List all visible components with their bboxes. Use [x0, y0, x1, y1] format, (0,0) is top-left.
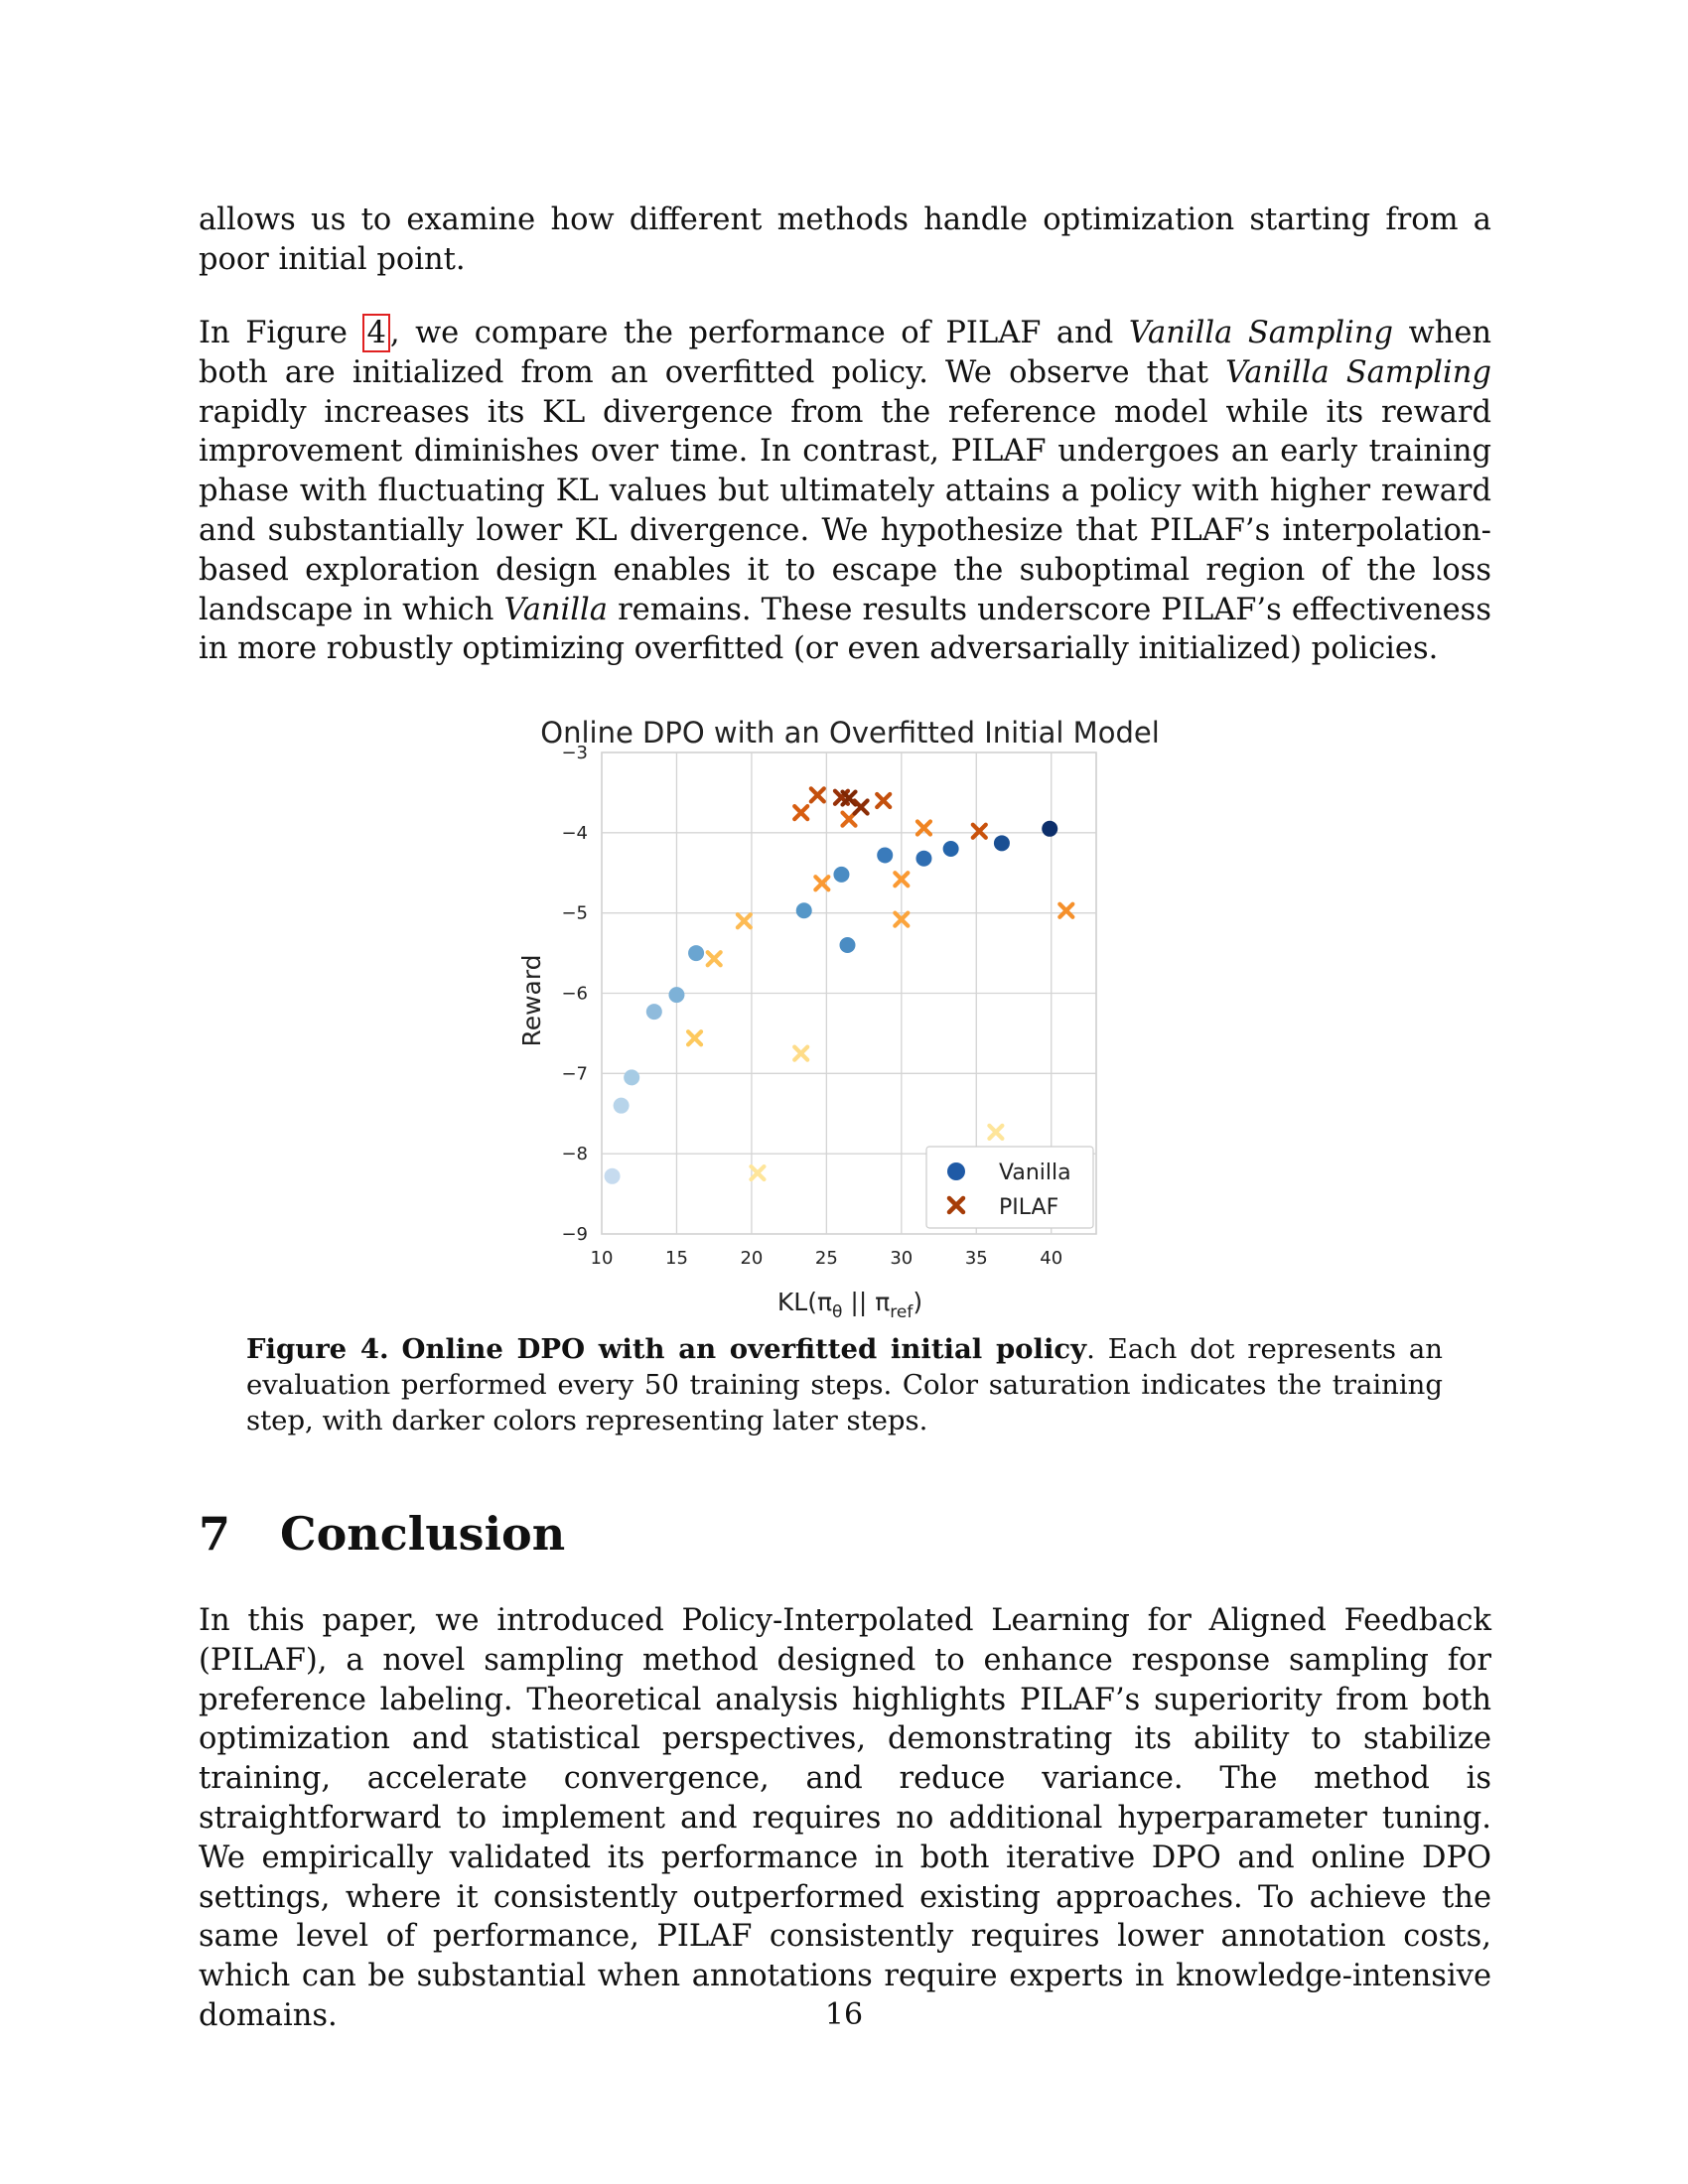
y-tick-label: −4	[561, 823, 588, 844]
section-heading: 7 Conclusion	[199, 1507, 565, 1561]
pilaf-point	[813, 875, 831, 892]
legend-pilaf-label: PILAF	[999, 1195, 1058, 1220]
legend-vanilla-label: Vanilla	[999, 1160, 1071, 1185]
page-number: 16	[824, 1997, 864, 2032]
pilaf-point	[792, 804, 810, 822]
x-tick-label: 15	[665, 1248, 688, 1269]
vanilla-point	[645, 1004, 662, 1021]
vanilla-point	[795, 902, 812, 919]
vanilla-point	[668, 987, 685, 1004]
emphasis-text: Vanilla Sampling	[1225, 354, 1491, 390]
y-tick-label: −8	[561, 1144, 588, 1164]
section-title: Conclusion	[280, 1507, 566, 1561]
pilaf-point	[970, 822, 988, 840]
y-tick-labels: −9 −8 −7 −6 −5 −4 −3	[561, 743, 588, 1245]
text-run: when both are initialized from an overfi…	[199, 316, 1492, 390]
pilaf-point	[749, 1163, 767, 1182]
y-tick-label: −3	[561, 743, 588, 763]
figure-reference-link[interactable]: 4	[362, 314, 390, 352]
pilaf-point	[685, 1029, 704, 1047]
pilaf-point	[987, 1123, 1005, 1141]
legend-pilaf-marker	[946, 1195, 966, 1215]
vanilla-point	[839, 937, 856, 953]
pilaf-point	[1057, 901, 1075, 919]
y-tick-label: −9	[561, 1224, 588, 1245]
text-run: In Figure	[199, 316, 363, 350]
x-tick-label: 20	[740, 1248, 763, 1269]
vanilla-point	[688, 945, 705, 962]
y-tick-label: −5	[561, 903, 588, 924]
x-tick-label: 35	[965, 1248, 988, 1269]
pilaf-point	[792, 1044, 810, 1062]
data-marks	[604, 786, 1075, 1184]
pilaf-point	[808, 786, 826, 804]
scatter-chart: Online DPO with an Overfitted Initial Mo…	[517, 716, 1160, 1322]
section-number: 7	[199, 1507, 231, 1561]
vanilla-point	[993, 835, 1010, 852]
caption-text: . Each dot represents an evaluation perf…	[246, 1333, 1444, 1436]
pilaf-point	[893, 871, 911, 888]
vanilla-point	[604, 1167, 621, 1184]
chart-title: Online DPO with an Overfitted Initial Mo…	[540, 716, 1160, 750]
paragraph-figure-discussion: In Figure 4, we compare the performance …	[199, 314, 1491, 669]
pilaf-point	[840, 789, 858, 807]
vanilla-point	[833, 866, 850, 883]
emphasis-text: Vanilla	[503, 592, 608, 627]
y-tick-label: −6	[561, 984, 588, 1005]
legend-box	[925, 1146, 1094, 1229]
vanilla-point	[877, 847, 894, 864]
chart-legend: Vanilla PILAF	[925, 1146, 1094, 1229]
paragraph-intro: allows us to examine how different metho…	[199, 201, 1491, 280]
vanilla-point	[915, 850, 932, 867]
text-run: , we compare the performance of PILAF an…	[389, 316, 1129, 350]
caption-label: Figure 4.	[246, 1333, 389, 1365]
pilaf-point	[893, 910, 911, 928]
paragraph-text: In this paper, we introduced Policy-Inte…	[199, 1603, 1491, 2033]
figure-4: Online DPO with an Overfitted Initial Mo…	[516, 713, 1172, 1322]
caption-title: Online DPO with an overfitted initial po…	[401, 1333, 1087, 1365]
x-tick-label: 30	[890, 1248, 913, 1269]
x-tick-labels: 10 15 20 25 30 35 40	[591, 1248, 1063, 1269]
pilaf-point	[852, 798, 870, 816]
pilaf-point	[914, 819, 933, 837]
pilaf-point	[705, 950, 723, 968]
text-run: remains. These results underscore PILAF’…	[199, 592, 1491, 667]
pilaf-point	[875, 791, 893, 810]
legend-vanilla-marker	[947, 1162, 965, 1180]
y-tick-label: −7	[561, 1063, 588, 1084]
text-run: rapidly increases its KL divergence from…	[199, 394, 1491, 627]
vanilla-point	[1042, 820, 1058, 837]
x-tick-label: 40	[1040, 1248, 1062, 1269]
paragraph-conclusion: In this paper, we introduced Policy-Inte…	[199, 1601, 1491, 2036]
vanilla-point	[624, 1069, 640, 1086]
paragraph-text: allows us to examine how different metho…	[199, 203, 1491, 277]
y-axis-label: Reward	[517, 954, 546, 1046]
x-tick-label: 25	[815, 1248, 838, 1269]
pilaf-point	[735, 912, 753, 930]
x-tick-label: 10	[591, 1248, 614, 1269]
x-axis-label: KL(πθ || πref)	[777, 1288, 922, 1318]
emphasis-text: Vanilla Sampling	[1128, 316, 1394, 350]
vanilla-point	[942, 841, 959, 857]
vanilla-point	[613, 1097, 630, 1114]
figure-caption: Figure 4. Online DPO with an overfitted …	[246, 1331, 1443, 1438]
